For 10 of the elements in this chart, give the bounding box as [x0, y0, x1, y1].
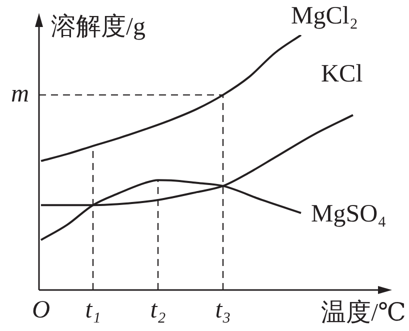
x-tick-label: t₁	[85, 296, 101, 324]
x-tick-label: O	[32, 296, 50, 324]
ref-line-label: m	[10, 80, 29, 108]
series-label: KCl	[321, 60, 363, 88]
y-axis-title: 溶解度/g	[51, 12, 146, 41]
series-label: MgSO₄	[311, 200, 386, 228]
x-tick-label: t₃	[215, 296, 231, 324]
x-tick-label: t₂	[150, 296, 166, 324]
series-label: MgCl₂	[291, 2, 358, 30]
x-axis-title: 温度/℃	[321, 298, 406, 327]
